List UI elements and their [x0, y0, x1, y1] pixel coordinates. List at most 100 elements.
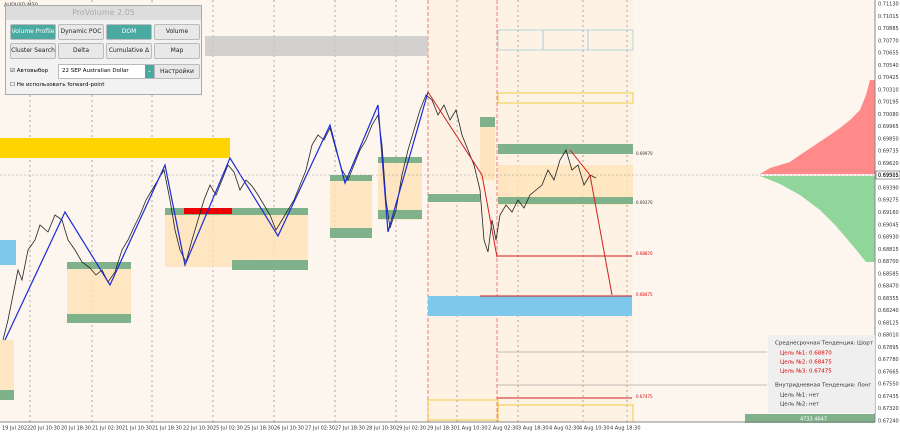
price-label: 0.67435	[878, 394, 899, 400]
time-label: 4 Aug 10:30	[579, 426, 610, 432]
profile-buy	[760, 176, 875, 262]
panel-button[interactable]: Volume	[154, 24, 200, 40]
zone	[428, 0, 633, 422]
level-label: 0.68475	[636, 292, 653, 297]
auto-label: Автовыбор	[16, 68, 49, 74]
time-label: 4 Aug 02:30	[549, 426, 580, 432]
volume-box: 4733 4647	[800, 417, 827, 423]
zone-blue	[0, 240, 16, 265]
price-label: 0.67780	[878, 357, 899, 363]
price-label: 0.69620	[878, 161, 899, 167]
price-label: 0.68815	[878, 247, 899, 253]
time-label: 25 Jul 18:30	[244, 426, 274, 432]
price-label: 0.68125	[878, 320, 899, 326]
time-label: 27 Jul 02:30	[305, 426, 335, 432]
time-label: 28 Jul 10:30	[366, 426, 396, 432]
price-label: 0.70310	[878, 87, 899, 93]
level-label: 0.67475	[636, 394, 653, 399]
zone-blue	[428, 296, 632, 316]
price-label: 0.67320	[878, 406, 899, 412]
info-target: Цель №2: нет	[780, 402, 820, 408]
time-label: 3 Aug 18:30	[518, 426, 549, 432]
info-target: Цель №2: 0.68475	[780, 360, 832, 366]
price-label: 0.70655	[878, 51, 899, 57]
zones-green	[0, 117, 875, 423]
time-label: 20 Jul 18:30	[61, 426, 91, 432]
price-label: 0.68010	[878, 333, 899, 339]
time-label: 21 Jul 02:30	[92, 426, 122, 432]
price-label: 0.67895	[878, 345, 899, 351]
price-label: 0.67665	[878, 369, 899, 375]
time-label: 29 Jul 18:30	[427, 426, 457, 432]
panel-button[interactable]: Cluster Search	[10, 43, 56, 59]
dropdown-arrow: ⌄	[145, 65, 154, 78]
time-label: 26 Jul 10:30	[274, 426, 304, 432]
info-box	[768, 335, 875, 413]
time-label: 19 Jul 2022	[2, 426, 30, 432]
price-label: 0.69275	[878, 198, 899, 204]
price-label: 0.69390	[878, 185, 899, 191]
level-label: 0.68870	[636, 251, 653, 256]
panel-button[interactable]: Cumulative Δ	[106, 43, 152, 59]
panel-button[interactable]: Delta	[58, 43, 104, 59]
zone-grey	[205, 36, 428, 56]
time-label: 25 Jul 02:30	[213, 426, 243, 432]
forward-checkbox[interactable]: ☐ Не использовать forward-point	[10, 82, 105, 88]
info-target: Цель №1: нет	[780, 393, 820, 399]
price-label: 0.69505	[878, 173, 899, 179]
price-label: 0.69045	[878, 222, 899, 228]
auto-checkbox[interactable]: ☑ Автовыбор	[10, 68, 49, 74]
time-label: 21 Jul 18:30	[152, 426, 182, 432]
time-label: 20 Jul 10:30	[30, 426, 60, 432]
level-label: 0.69370	[636, 200, 653, 205]
price-label: 0.68355	[878, 296, 899, 302]
level-label: 0.69970	[636, 151, 653, 156]
time-label: 22 Jul 10:30	[183, 426, 213, 432]
price-label: 0.71015	[878, 14, 899, 20]
info-target: Цель №1: 0.68870	[780, 351, 832, 357]
current-price: 0.69921	[878, 173, 899, 179]
price-label: 0.69160	[878, 210, 899, 216]
price-label: 0.68700	[878, 259, 899, 265]
price-label: 0.68930	[878, 235, 899, 241]
boxes	[497, 29, 634, 51]
time-label: 2 Aug 02:30	[488, 426, 519, 432]
price-label: 0.70770	[878, 38, 899, 44]
panel-button[interactable]: Dynamic POC	[58, 24, 104, 40]
zigzag	[4, 91, 429, 341]
time-label: 29 Jul 02:30	[396, 426, 426, 432]
instrument: 22 SEP Australian Dollar	[62, 68, 129, 74]
price-label: 0.70885	[878, 26, 899, 32]
panel-button[interactable]: DOM	[106, 24, 152, 40]
panel-button[interactable]: Volume Profile	[10, 24, 56, 40]
panel-title: ProVolume 2.05	[6, 6, 201, 20]
forward-label: Не использовать forward-point	[16, 82, 105, 88]
profile-sell	[760, 80, 875, 174]
zone-yellow	[0, 138, 230, 158]
panel-button[interactable]: Map	[154, 43, 200, 59]
info-lines	[497, 351, 767, 386]
price-label: 0.71130	[878, 2, 899, 8]
info-trend: Среднесрочная Тенденция: Шорт	[775, 341, 874, 347]
price-label: 0.70425	[878, 75, 899, 81]
time-label: 27 Jul 18:30	[335, 426, 365, 432]
price-label: 0.67240	[878, 419, 899, 425]
target-lines	[480, 255, 632, 399]
time-label: 4 Aug 18:30	[610, 426, 641, 432]
time-label: 21 Jul 10:30	[122, 426, 152, 432]
current-price-box	[875, 170, 900, 180]
provolume-panel: ProVolume 2.05 Volume Profile Dynamic POC…	[5, 5, 202, 95]
price-label: 0.69850	[878, 136, 899, 142]
settings-button[interactable]: Настройки	[154, 64, 200, 79]
price-label: 0.70195	[878, 100, 899, 106]
info-target: Цель №3: 0.67475	[780, 369, 832, 375]
price-label: 0.68585	[878, 271, 899, 277]
price-label: 0.68240	[878, 308, 899, 314]
instrument-select[interactable]: 22 SEP Australian Dollar ⌄	[58, 64, 155, 79]
price-label: 0.69965	[878, 124, 899, 130]
time-label: 1 Aug 10:30	[457, 426, 488, 432]
price-label: 0.68470	[878, 284, 899, 290]
price-label: 0.70540	[878, 63, 899, 69]
